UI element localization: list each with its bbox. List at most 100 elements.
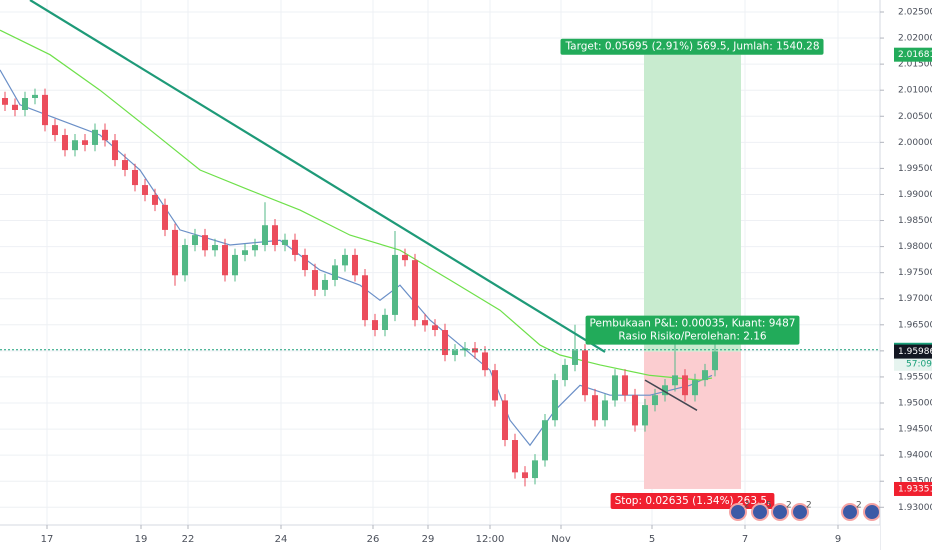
price-axis	[880, 0, 932, 550]
stop-label: Stop: 0.02635 (1.34%) 263.5,	[615, 495, 771, 507]
event-icon	[771, 503, 789, 521]
candle-body	[212, 245, 218, 251]
candle-body	[602, 400, 608, 421]
candle-body	[82, 140, 88, 145]
candle-body	[482, 352, 488, 371]
time-axis	[0, 525, 880, 550]
y-tick-label: 1.94500	[898, 425, 932, 435]
candle-body	[612, 375, 618, 401]
candle-body	[112, 140, 118, 161]
price-tag-label: 2.01681	[898, 50, 932, 60]
candle-body	[262, 225, 268, 246]
price-tag-label: 1.95986	[898, 347, 932, 357]
trend-line	[644, 379, 698, 411]
candle-body	[632, 395, 638, 426]
candle-body	[92, 129, 98, 145]
candle-body	[102, 129, 108, 141]
countdown-bg	[894, 356, 932, 371]
candle-body	[662, 385, 668, 396]
candle-body	[532, 460, 538, 479]
y-tick-label: 1.95500	[898, 372, 932, 382]
candle-body	[432, 325, 438, 331]
candle-body	[572, 350, 578, 365]
y-tick-label: 1.99000	[898, 190, 932, 200]
candle-body	[192, 235, 198, 246]
candle-body	[642, 405, 648, 426]
y-tick-label: 1.96500	[898, 320, 932, 330]
candle-body	[252, 245, 258, 251]
y-tick-label: 1.98500	[898, 216, 932, 226]
candle-body	[172, 229, 178, 276]
candle-body	[352, 254, 358, 276]
candle-body	[592, 395, 598, 421]
candle-body	[452, 350, 458, 356]
x-tick-label: 7	[742, 534, 748, 545]
event-count: 5	[766, 501, 772, 511]
candle-body	[522, 472, 528, 479]
candle-body	[282, 239, 288, 246]
candle-body	[242, 250, 248, 255]
candle-body	[202, 235, 208, 251]
event-icon	[751, 503, 769, 521]
candle-body	[152, 194, 158, 205]
event-count: 2	[856, 501, 862, 511]
candle-body	[322, 279, 328, 290]
candle-body	[692, 380, 698, 396]
x-tick-label: 17	[41, 534, 54, 545]
candle-body	[32, 94, 38, 99]
candle-body	[672, 375, 678, 386]
price-tag-label: 1.93351	[898, 484, 932, 494]
event-count: 2	[744, 501, 750, 511]
event-icon	[841, 503, 859, 521]
y-tick-label: 1.95000	[898, 399, 932, 409]
x-tick-label: 19	[135, 534, 148, 545]
candle-body	[412, 260, 418, 321]
candle-body	[512, 440, 518, 473]
loss-zone	[644, 351, 741, 489]
candle-body	[382, 314, 388, 331]
event-count: 2	[806, 501, 812, 511]
x-tick-label: 24	[275, 534, 288, 545]
y-tick-label: 2.00500	[898, 112, 932, 122]
y-tick-label: 2.00000	[898, 138, 932, 148]
candle-body	[392, 254, 398, 315]
x-tick-label: 5	[649, 534, 655, 545]
candle-body	[62, 135, 68, 151]
candle-body	[492, 370, 498, 401]
trend-line	[29, 0, 606, 353]
candle-body	[542, 420, 548, 461]
x-tick-label: 26	[367, 534, 380, 545]
candle-body	[582, 350, 588, 396]
candle-body	[292, 239, 298, 255]
candle-body	[362, 275, 368, 321]
candle-body	[232, 254, 238, 276]
x-tick-label: 9	[835, 534, 841, 545]
candle-body	[302, 254, 308, 271]
candle-body	[342, 254, 348, 266]
candle-body	[442, 330, 448, 356]
event-count: 2	[786, 501, 792, 511]
target-label-bg	[560, 38, 824, 55]
candle-body	[162, 204, 168, 230]
y-tick-label: 2.01000	[898, 86, 932, 96]
x-tick-label: 12:00	[476, 534, 505, 545]
event-icon	[729, 503, 747, 521]
candle-body	[12, 104, 18, 111]
y-tick-label: 1.97500	[898, 268, 932, 278]
y-tick-label: 1.93500	[898, 477, 932, 487]
candle-body	[702, 370, 708, 381]
candle-body	[222, 245, 228, 276]
y-tick-label: 1.98000	[898, 242, 932, 252]
countdown: 57:09	[906, 359, 932, 369]
candle-body	[312, 270, 318, 290]
target-label: Target: 0.05695 (2.91%) 569.5, Jumlah: 1…	[564, 41, 819, 53]
candle-body	[22, 98, 28, 111]
candle-body	[142, 185, 148, 195]
candle-body	[42, 94, 48, 126]
candle-body	[712, 351, 718, 371]
x-tick-label: Nov	[551, 534, 571, 545]
candle-body	[682, 375, 688, 396]
candle-body	[562, 364, 568, 381]
y-tick-label: 2.01500	[898, 60, 932, 70]
candle-body	[52, 125, 58, 136]
